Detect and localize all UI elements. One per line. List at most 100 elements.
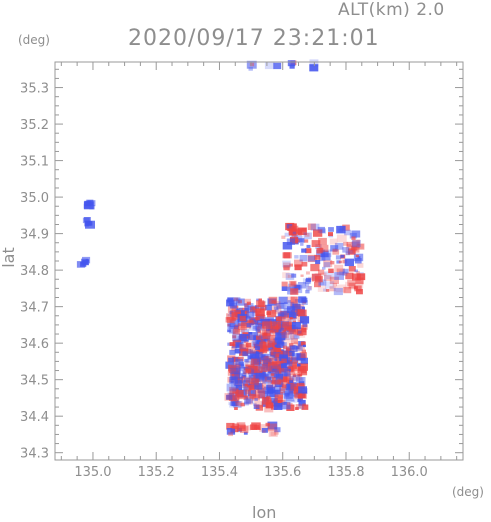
echo-cell	[235, 392, 244, 399]
echo-cell	[233, 401, 242, 408]
echo-cell	[262, 321, 272, 330]
echo-cell	[309, 64, 319, 72]
echo-cell	[289, 312, 297, 319]
echo-cell	[345, 281, 355, 290]
echo-cell	[274, 358, 278, 361]
echo-cell	[245, 397, 254, 404]
echo-cell	[301, 324, 308, 330]
echo-cell	[300, 243, 304, 246]
echo-cell	[226, 383, 237, 392]
echo-cell	[276, 353, 282, 358]
echo-cell	[238, 323, 247, 331]
echo-cell	[262, 332, 271, 339]
echo-cell	[345, 251, 350, 256]
echo-cell	[229, 319, 240, 328]
echo-cell	[255, 324, 263, 330]
echo-cell	[273, 62, 282, 70]
echo-cell	[340, 254, 345, 258]
echo-cell	[274, 394, 283, 402]
echo-cell	[274, 392, 283, 399]
echo-cell	[244, 303, 249, 308]
echo-cell	[324, 271, 334, 280]
echo-cell	[227, 305, 238, 313]
echo-cell	[287, 390, 294, 396]
echo-cell	[352, 239, 360, 246]
echo-cell	[300, 316, 310, 324]
echo-cell	[231, 346, 237, 351]
echo-cell	[293, 341, 298, 345]
echo-cell	[305, 289, 310, 294]
echo-cell	[255, 308, 265, 317]
echo-cell	[260, 338, 266, 343]
echo-cell	[282, 252, 291, 259]
echo-cell	[232, 367, 240, 374]
echo-cell	[274, 344, 278, 348]
echo-cell	[258, 318, 262, 321]
echo-cell	[275, 354, 279, 358]
echo-cell	[261, 428, 268, 433]
echo-cell	[252, 325, 257, 330]
echo-cell	[254, 305, 260, 309]
echo-cell	[229, 349, 236, 355]
echo-cell	[235, 358, 243, 365]
echo-cell	[281, 358, 287, 363]
echo-cell	[281, 333, 290, 341]
echo-cell	[265, 304, 272, 311]
echo-cell	[305, 283, 310, 287]
echo-cell	[263, 358, 272, 366]
echo-cell	[274, 427, 281, 433]
echo-cell	[315, 260, 321, 265]
echo-cell	[308, 255, 316, 262]
echo-cell	[297, 398, 302, 402]
echo-cell	[283, 265, 290, 271]
echo-cell	[231, 383, 239, 390]
echo-cell	[267, 421, 278, 430]
echo-cell	[245, 389, 251, 395]
echo-cell	[299, 377, 304, 381]
echo-cell	[282, 349, 290, 356]
echo-cell	[333, 287, 343, 296]
y-tick-label: 35.1	[20, 155, 49, 170]
echo-cell	[242, 337, 248, 342]
echo-cell	[267, 339, 277, 347]
echo-cell	[243, 375, 251, 382]
echo-cell	[334, 272, 344, 280]
echo-cell	[301, 370, 308, 376]
echo-cell	[244, 383, 249, 387]
echo-cell	[256, 335, 262, 340]
echo-cell	[252, 309, 258, 314]
echo-cell	[290, 383, 299, 390]
echo-cell	[291, 352, 302, 361]
echo-cell	[287, 300, 291, 303]
echo-cell	[234, 399, 238, 403]
echo-cell	[329, 276, 339, 284]
echo-cell	[286, 361, 292, 367]
echo-cell	[286, 306, 296, 313]
echo-cell	[244, 307, 249, 312]
echo-cell	[229, 376, 239, 384]
echo-cell	[275, 332, 286, 341]
echo-cell	[248, 385, 255, 390]
echo-cell	[251, 340, 260, 347]
echo-cell	[280, 310, 289, 317]
echo-cell	[290, 281, 296, 286]
echo-cell	[289, 380, 293, 384]
echo-cell	[264, 61, 275, 70]
echo-cell	[281, 281, 288, 287]
echo-cell	[311, 240, 321, 247]
echo-cell	[245, 380, 252, 385]
echo-cell	[278, 296, 288, 304]
echo-cell	[291, 273, 297, 278]
x-tick-label: 135.4	[201, 465, 238, 480]
echo-cell	[226, 394, 233, 400]
echo-cell	[283, 332, 293, 340]
y-tick-label: 35.0	[20, 191, 49, 206]
echo-cell	[255, 351, 263, 358]
echo-cell	[255, 316, 260, 321]
altitude-label: ALT(km) 2.0	[338, 0, 445, 20]
echo-cell	[287, 60, 296, 67]
echo-cell	[264, 405, 274, 413]
echo-cell	[85, 259, 89, 262]
echo-cell	[255, 313, 260, 316]
echo-cell	[291, 322, 301, 330]
